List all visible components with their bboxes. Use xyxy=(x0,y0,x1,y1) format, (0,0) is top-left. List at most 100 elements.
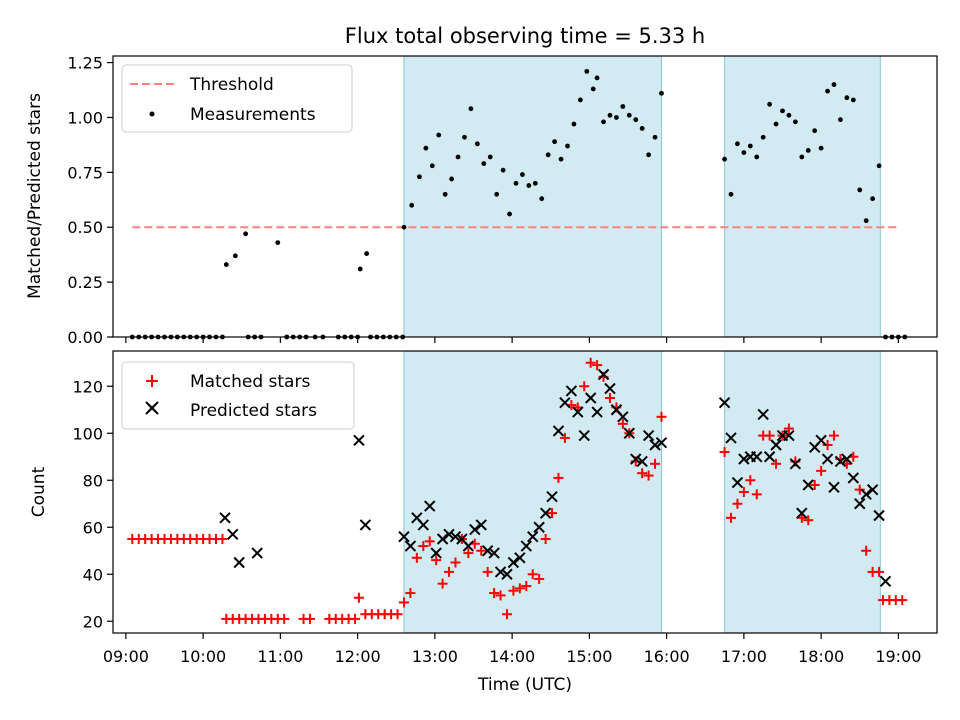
top-x-ticks xyxy=(125,337,899,343)
measurement-point xyxy=(449,176,455,182)
measurement-point xyxy=(423,145,429,151)
predicted-star-point xyxy=(219,512,231,524)
predicted-star-point xyxy=(481,545,494,557)
predicted-star-point xyxy=(636,455,648,468)
x-tick-label: 17:00 xyxy=(721,647,767,666)
predicted-star-point xyxy=(617,411,629,423)
matched-star-point xyxy=(489,588,500,599)
matched-star-point xyxy=(822,440,833,450)
measurement-point xyxy=(520,172,525,177)
predicted-star-point xyxy=(430,547,442,559)
shaded-interval-1 xyxy=(403,55,662,338)
predicted-star-point xyxy=(802,479,814,491)
matched-star-point xyxy=(854,484,865,495)
legend-predicted-label: Predicted stars xyxy=(190,401,317,421)
matched-star-point xyxy=(751,489,762,500)
measurement-point xyxy=(577,97,583,103)
matched-star-point xyxy=(398,597,409,608)
predicted-star-point xyxy=(796,507,808,519)
matched-star-point xyxy=(508,585,519,596)
predicted-star-point xyxy=(359,519,372,531)
predicted-star-point xyxy=(828,481,840,494)
matched-star-point xyxy=(350,613,361,624)
matched-star-point xyxy=(617,418,628,429)
predicted-star-point xyxy=(251,547,263,559)
shaded-interval-1 xyxy=(403,350,662,634)
legend-matched-label: Matched stars xyxy=(190,372,310,392)
predicted-star-point xyxy=(462,540,475,552)
measurement-point xyxy=(565,143,570,149)
predicted-star-point xyxy=(847,472,860,484)
measurement-point xyxy=(417,174,422,180)
measurement-point xyxy=(741,150,747,155)
matched-star-point xyxy=(424,536,435,547)
measurement-point xyxy=(436,132,442,138)
matched-star-point xyxy=(450,557,461,568)
matched-star-point xyxy=(637,468,648,479)
measurement-point xyxy=(844,95,850,101)
matched-star-point xyxy=(764,430,775,441)
matched-star-point xyxy=(656,411,667,422)
matched-star-point xyxy=(829,430,839,441)
y-tick-label: 0.00 xyxy=(67,328,103,347)
x-tick-label: 11:00 xyxy=(257,647,303,666)
measurement-point xyxy=(722,156,727,162)
measurement-point xyxy=(760,134,766,140)
predicted-star-point xyxy=(783,429,795,442)
matched-star-point xyxy=(897,595,908,606)
y-tick-label: 120 xyxy=(72,377,103,396)
measurement-point xyxy=(786,112,792,118)
measurement-point xyxy=(805,147,811,153)
predicted-star-point xyxy=(353,434,365,447)
shaded-interval-2 xyxy=(724,55,881,338)
predicted-star-point xyxy=(725,432,737,444)
predicted-star-point xyxy=(834,455,847,468)
matched-star-point xyxy=(874,566,885,577)
matched-star-point xyxy=(771,458,782,469)
x-tick-label: 13:00 xyxy=(412,647,458,666)
predicted-star-point xyxy=(520,540,532,552)
predicted-star-point xyxy=(815,434,827,447)
predicted-star-point xyxy=(233,556,245,569)
measurement-point xyxy=(780,108,785,114)
chart-title: Flux total observing time = 5.33 h xyxy=(345,24,705,48)
predicted-star-point xyxy=(623,427,635,439)
top-axes-frame xyxy=(112,55,938,338)
predicted-star-point xyxy=(404,540,417,552)
measurement-point xyxy=(850,97,856,103)
measurement-point xyxy=(747,143,753,149)
bottom-y-ticks: 20 40 60 80 100 120 xyxy=(72,377,113,631)
measurement-point xyxy=(594,75,600,81)
predicted-star-point xyxy=(789,458,802,470)
matched-star-point xyxy=(217,534,228,544)
predicted-star-point xyxy=(424,500,436,512)
x-tick-label: 14:00 xyxy=(489,647,535,666)
measurement-point xyxy=(870,196,876,202)
matched-star-point xyxy=(431,555,442,566)
measurement-point xyxy=(232,253,238,259)
top-panel: 0.00 0.25 0.50 0.75 1.00 1.25 Matched/Predict… xyxy=(25,54,938,347)
predicted-star-point xyxy=(507,556,520,569)
predicted-star-point xyxy=(655,436,668,449)
predicted-star-point xyxy=(738,453,750,465)
top-y-ticks: 0.00 0.25 0.50 0.75 1.00 1.25 xyxy=(67,54,113,347)
measurement-point xyxy=(442,191,448,197)
x-axis-label: Time (UTC) xyxy=(477,675,572,695)
predicted-star-point xyxy=(565,385,578,397)
top-shaded-intervals xyxy=(403,55,881,338)
measurement-point xyxy=(545,152,551,158)
matched-star-point xyxy=(585,357,596,368)
legend-matched-swatch xyxy=(146,375,158,387)
x-tick-label: 18:00 xyxy=(798,647,844,666)
predicted-star-point xyxy=(584,392,597,404)
predicted-star-point xyxy=(469,523,481,536)
y-tick-label: 80 xyxy=(83,471,103,490)
y-tick-label: 0.50 xyxy=(67,218,103,237)
matched-star-point xyxy=(411,552,422,563)
predicted-star-point xyxy=(821,453,834,465)
matched-star-point xyxy=(482,566,493,577)
measurement-point xyxy=(620,104,626,109)
measurement-point xyxy=(825,88,830,94)
measurement-point xyxy=(526,183,532,188)
